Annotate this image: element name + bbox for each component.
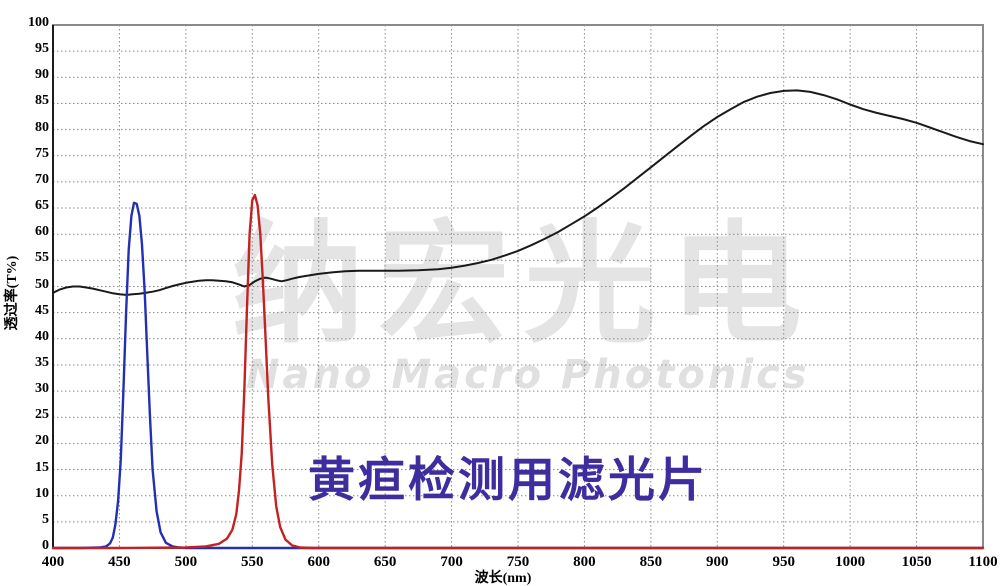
curve-nir-longpass-curve [52,89,984,296]
chart-annotation: 黄疸检测用滤光片 [308,453,708,508]
y-tick-label: 20 [35,433,49,449]
x-tick-label: 800 [573,554,596,570]
x-tick-label: 750 [506,554,530,570]
x-tick-label: 450 [108,554,131,570]
curve-red-bandpass-550nm [51,193,985,550]
x-tick-label: 600 [307,554,330,570]
y-tick-label: 80 [35,119,49,135]
y-tick-label: 25 [35,407,49,423]
x-tick-label: 400 [41,554,65,570]
x-tick-label: 500 [174,554,198,570]
y-axis-tick-labels: 0 5 10 15 20 25 30 35 40 45 50 55 60 65 70 75 80 85 90 95 10… [0,0,49,586]
y-tick-label: 75 [35,145,49,161]
x-tick-label: 550 [241,554,264,570]
y-tick-label: 0 [42,538,49,553]
y-tick-label: 85 [35,93,49,109]
y-tick-label: 50 [35,276,49,292]
x-tick-label: 1050 [901,554,932,570]
y-tick-label: 95 [35,41,49,57]
y-tick-label: 30 [35,381,49,397]
x-axis-title: 波长(nm) [474,571,532,586]
y-tick-label: 35 [35,354,49,370]
x-tick-label: 700 [440,554,463,570]
y-axis-title: 透过率(T%) [5,255,20,331]
x-tick-label: 900 [706,554,729,570]
y-tick-label: 60 [35,224,49,240]
x-tick-label: 1100 [968,554,998,570]
y-tick-label: 90 [35,67,49,83]
y-tick-label: 45 [35,302,49,318]
y-tick-label: 55 [35,250,49,266]
y-tick-label: 40 [35,328,49,344]
x-tick-label: 950 [772,554,795,570]
y-tick-label: 65 [35,198,49,214]
y-tick-label: 100 [28,15,49,30]
watermark-english: Nano Macro Photonics [246,352,810,398]
y-tick-label: 70 [35,171,49,187]
x-tick-label: 650 [373,554,397,570]
y-tick-label: 10 [35,485,49,501]
x-tick-label: 1000 [835,554,866,570]
curve-blue-bandpass-460nm [51,201,985,550]
y-tick-label: 15 [35,459,49,475]
y-tick-label: 5 [42,511,49,527]
watermark-chinese: 纳宏光电 [232,208,816,362]
x-tick-label: 850 [639,554,663,570]
